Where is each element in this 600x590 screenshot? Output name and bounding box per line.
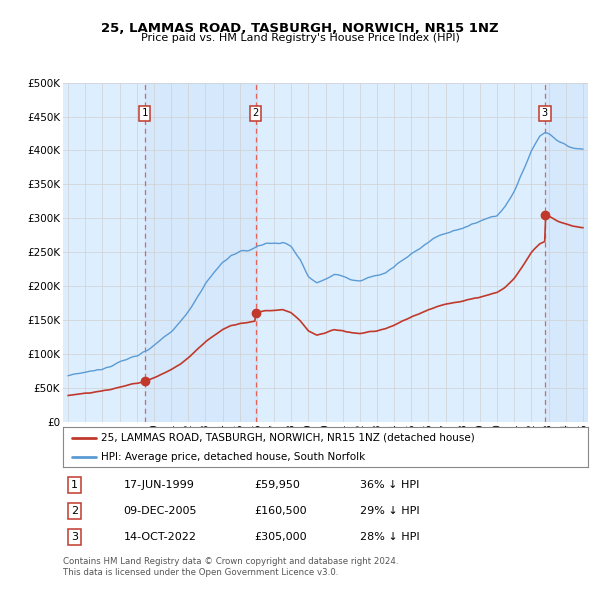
- Text: 3: 3: [542, 108, 548, 118]
- Text: 25, LAMMAS ROAD, TASBURGH, NORWICH, NR15 1NZ (detached house): 25, LAMMAS ROAD, TASBURGH, NORWICH, NR15…: [101, 433, 475, 443]
- Text: 36% ↓ HPI: 36% ↓ HPI: [359, 480, 419, 490]
- Text: Price paid vs. HM Land Registry's House Price Index (HPI): Price paid vs. HM Land Registry's House …: [140, 34, 460, 43]
- Text: HPI: Average price, detached house, South Norfolk: HPI: Average price, detached house, Sout…: [101, 453, 365, 462]
- Text: 09-DEC-2005: 09-DEC-2005: [124, 506, 197, 516]
- Text: 2: 2: [71, 506, 78, 516]
- Text: 17-JUN-1999: 17-JUN-1999: [124, 480, 194, 490]
- Text: 1: 1: [142, 108, 148, 118]
- Text: 3: 3: [71, 532, 78, 542]
- Text: 14-OCT-2022: 14-OCT-2022: [124, 532, 196, 542]
- Text: £59,950: £59,950: [254, 480, 301, 490]
- Bar: [145, 83, 256, 422]
- Text: Contains HM Land Registry data © Crown copyright and database right 2024.: Contains HM Land Registry data © Crown c…: [63, 557, 398, 566]
- Text: £305,000: £305,000: [254, 532, 307, 542]
- Text: 2: 2: [253, 108, 259, 118]
- Text: 25, LAMMAS ROAD, TASBURGH, NORWICH, NR15 1NZ: 25, LAMMAS ROAD, TASBURGH, NORWICH, NR15…: [101, 22, 499, 35]
- Bar: [545, 83, 588, 422]
- Text: £160,500: £160,500: [254, 506, 307, 516]
- Text: This data is licensed under the Open Government Licence v3.0.: This data is licensed under the Open Gov…: [63, 568, 338, 577]
- Text: 29% ↓ HPI: 29% ↓ HPI: [359, 506, 419, 516]
- Text: 1: 1: [71, 480, 78, 490]
- Text: 28% ↓ HPI: 28% ↓ HPI: [359, 532, 419, 542]
